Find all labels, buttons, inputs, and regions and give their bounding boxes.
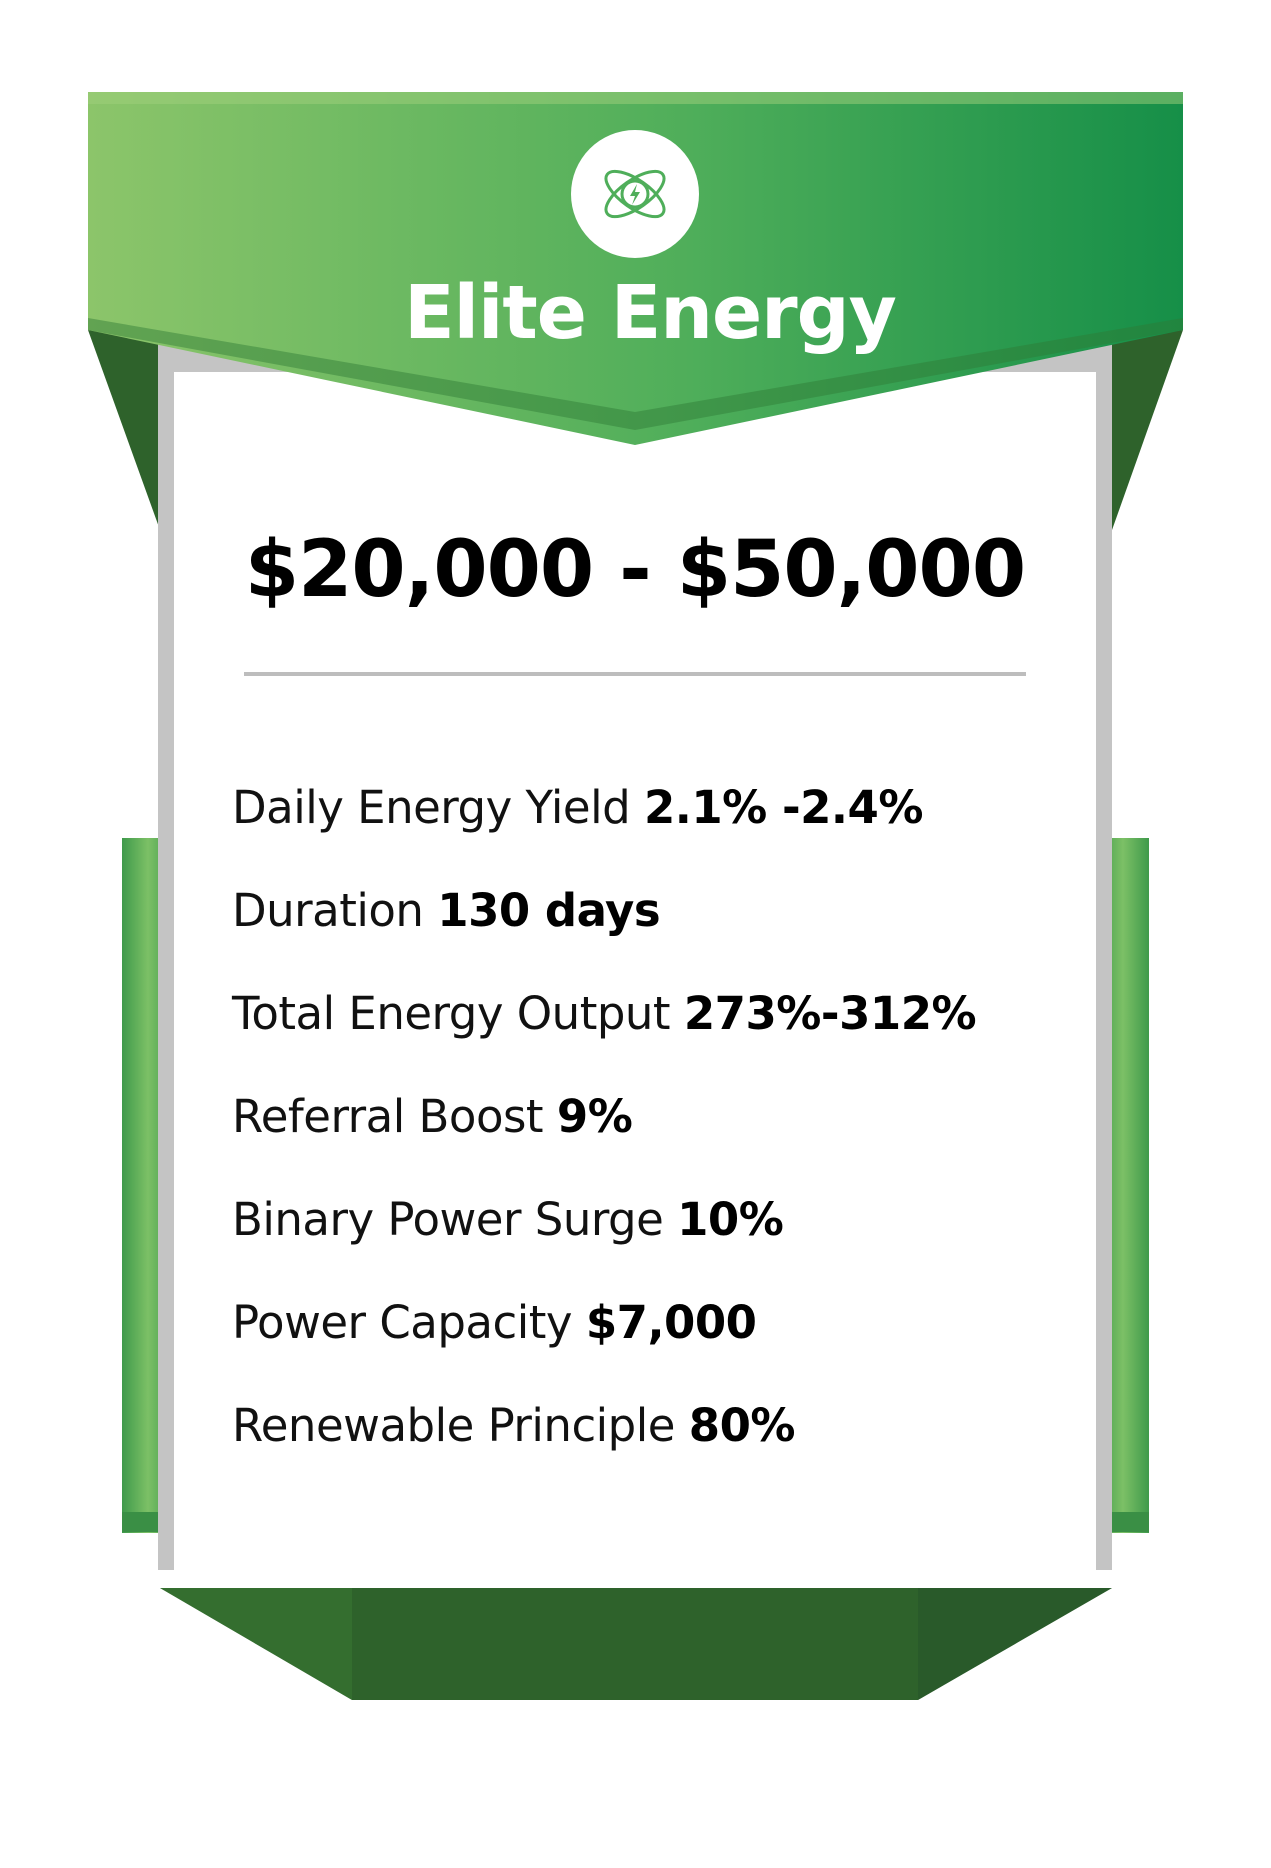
feature-label: Duration: [232, 884, 424, 937]
logo-badge: [571, 130, 699, 258]
feature-value: 10%: [677, 1193, 784, 1246]
feature-label: Renewable Principle: [232, 1399, 675, 1452]
right-wing: [1112, 330, 1183, 530]
feature-item: Referral Boost 9%: [232, 1087, 1092, 1190]
feature-label: Daily Energy Yield: [232, 781, 631, 834]
divider: [244, 672, 1026, 676]
feature-value: 130 days: [437, 884, 661, 937]
feature-item: Power Capacity $7,000: [232, 1293, 1092, 1396]
left-wing: [88, 330, 160, 530]
feature-label: Referral Boost: [232, 1090, 544, 1143]
atom-lightning-icon: [604, 169, 666, 219]
price-range: $20,000 - $50,000: [244, 525, 1026, 615]
feature-label: Power Capacity: [232, 1296, 573, 1349]
feature-value: 2.1% -2.4%: [643, 781, 923, 834]
feature-value: 273%-312%: [683, 987, 977, 1040]
feature-item: Daily Energy Yield 2.1% -2.4%: [232, 778, 1092, 881]
feature-item: Total Energy Output 273%-312%: [232, 984, 1092, 1087]
feature-value: 80%: [688, 1399, 796, 1452]
feature-label: Total Energy Output: [232, 987, 671, 1040]
feature-item: Renewable Principle 80%: [232, 1396, 1092, 1499]
feature-label: Binary Power Surge: [232, 1193, 664, 1246]
feature-value: $7,000: [585, 1296, 757, 1349]
feature-list: Daily Energy Yield 2.1% -2.4% Duration 1…: [232, 778, 1092, 1499]
plan-title: Elite Energy: [404, 270, 897, 356]
card-base: [160, 1588, 1112, 1700]
header-banner: [88, 92, 1183, 445]
card-body: [174, 372, 1096, 1570]
feature-item: Duration 130 days: [232, 881, 1092, 984]
feature-value: 9%: [556, 1090, 633, 1143]
feature-item: Binary Power Surge 10%: [232, 1190, 1092, 1293]
